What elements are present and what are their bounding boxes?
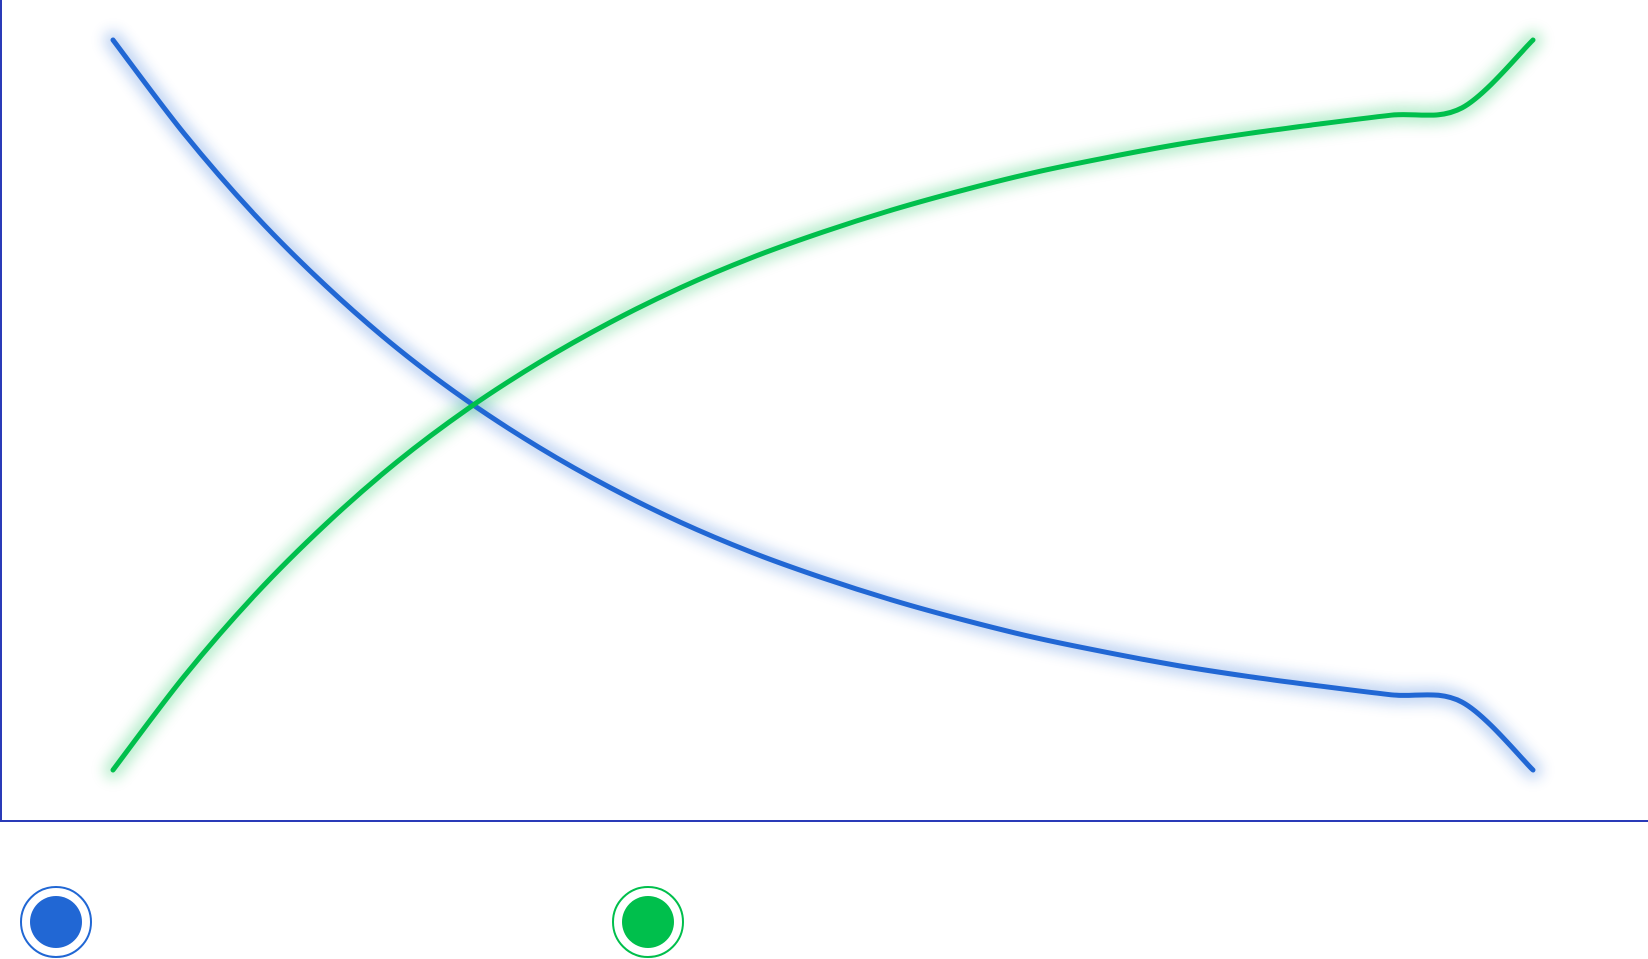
series-1-line <box>110 37 1536 773</box>
series-2-glow <box>104 31 1542 779</box>
series-glow-layer <box>104 31 1542 779</box>
legend-marker-dot-1 <box>30 896 82 948</box>
legend-marker-dot-2 <box>622 896 674 948</box>
legend <box>20 886 684 958</box>
series-layer <box>110 37 1536 773</box>
series-2-line <box>110 37 1536 773</box>
series-1-glow <box>104 31 1542 779</box>
